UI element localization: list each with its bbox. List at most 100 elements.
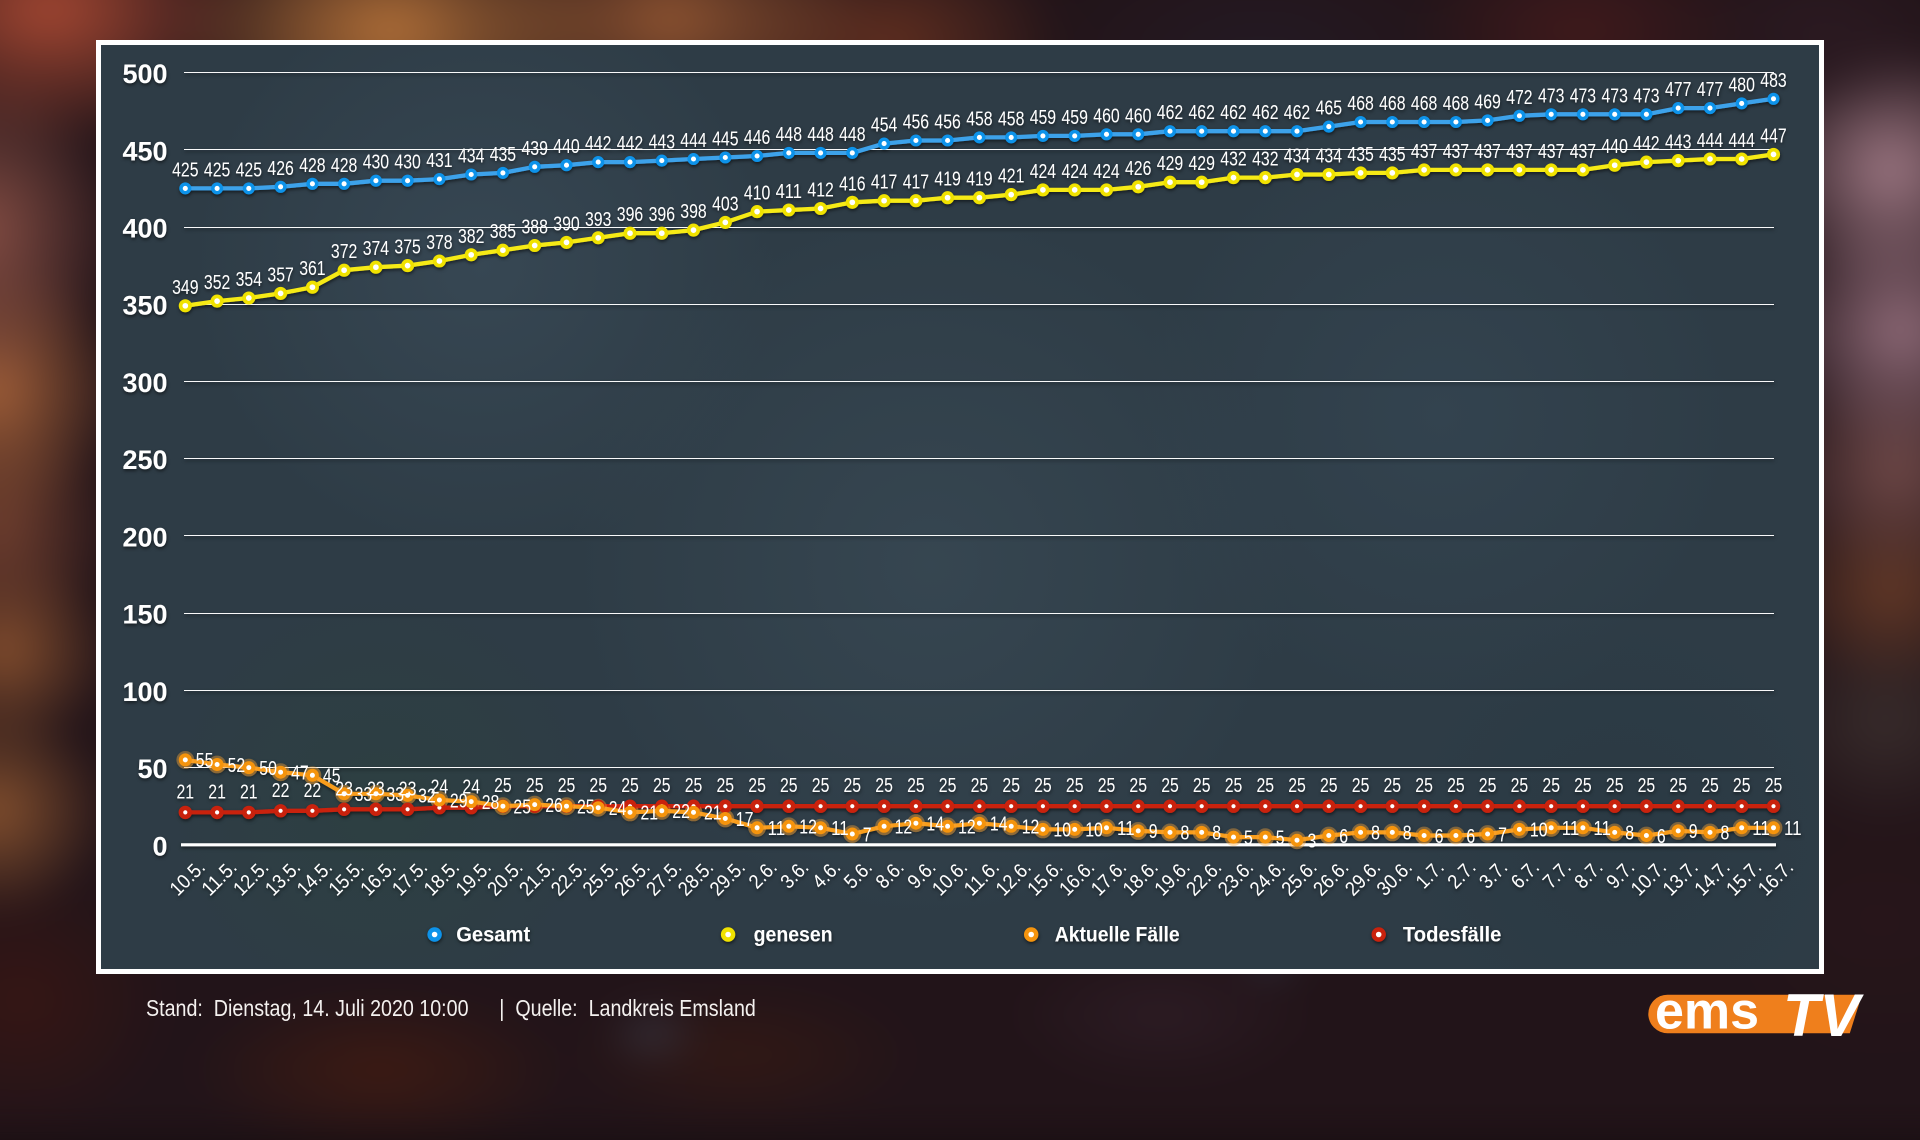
svg-text:434: 434 [458, 146, 484, 168]
svg-text:25: 25 [1701, 775, 1719, 797]
svg-text:417: 417 [903, 172, 929, 194]
svg-text:11: 11 [831, 818, 849, 840]
svg-text:8.7.: 8.7. [1571, 856, 1608, 893]
svg-text:416: 416 [839, 173, 865, 195]
svg-text:33: 33 [386, 784, 404, 806]
svg-text:52: 52 [228, 755, 246, 777]
svg-text:14: 14 [990, 814, 1008, 836]
svg-text:45: 45 [323, 766, 341, 788]
svg-text:21: 21 [240, 781, 258, 803]
svg-text:100: 100 [122, 677, 167, 707]
svg-text:3: 3 [1308, 831, 1317, 853]
svg-text:7: 7 [1498, 824, 1507, 846]
svg-text:25: 25 [1606, 775, 1624, 797]
svg-text:47: 47 [291, 763, 309, 785]
svg-text:Todesfälle: Todesfälle [1403, 924, 1502, 947]
svg-text:25: 25 [1225, 775, 1243, 797]
svg-text:25: 25 [1574, 775, 1592, 797]
svg-text:25: 25 [1257, 775, 1275, 797]
svg-text:398: 398 [680, 201, 706, 223]
svg-text:25: 25 [526, 775, 544, 797]
svg-text:25: 25 [748, 775, 766, 797]
svg-text:450: 450 [122, 136, 167, 166]
svg-text:350: 350 [122, 291, 167, 321]
svg-text:396: 396 [617, 204, 643, 226]
svg-text:25: 25 [1034, 775, 1052, 797]
svg-text:11: 11 [1784, 818, 1802, 840]
svg-text:442: 442 [617, 133, 643, 155]
svg-text:22: 22 [672, 801, 690, 823]
svg-text:430: 430 [363, 152, 389, 174]
svg-text:30.6.: 30.6. [1373, 856, 1417, 900]
svg-text:400: 400 [122, 214, 167, 244]
svg-text:8: 8 [1721, 823, 1730, 845]
svg-text:28: 28 [482, 792, 500, 814]
svg-text:8.6.: 8.6. [872, 856, 909, 893]
svg-text:55: 55 [196, 750, 214, 772]
svg-text:388: 388 [522, 217, 548, 239]
svg-text:14: 14 [926, 814, 944, 836]
svg-text:5: 5 [1244, 827, 1253, 849]
svg-text:448: 448 [839, 124, 865, 146]
svg-text:2.6.: 2.6. [745, 856, 782, 893]
svg-text:29: 29 [450, 790, 468, 812]
svg-text:25: 25 [780, 775, 798, 797]
svg-text:10: 10 [1085, 820, 1103, 842]
svg-text:352: 352 [204, 272, 230, 294]
svg-text:424: 424 [1030, 161, 1056, 183]
svg-text:11: 11 [1117, 818, 1135, 840]
svg-text:468: 468 [1347, 93, 1373, 115]
svg-text:0: 0 [152, 831, 167, 861]
svg-text:468: 468 [1379, 93, 1405, 115]
svg-text:25: 25 [1479, 775, 1497, 797]
svg-text:21: 21 [641, 803, 659, 825]
svg-text:460: 460 [1125, 105, 1151, 127]
svg-text:8: 8 [1371, 823, 1380, 845]
svg-text:26: 26 [545, 795, 563, 817]
svg-text:10: 10 [1053, 820, 1071, 842]
svg-text:483: 483 [1760, 70, 1786, 92]
svg-text:25: 25 [577, 797, 595, 819]
svg-text:437: 437 [1411, 141, 1437, 163]
svg-text:456: 456 [903, 112, 929, 134]
svg-text:8: 8 [1212, 823, 1221, 845]
svg-text:25: 25 [1129, 775, 1147, 797]
svg-text:16.7.: 16.7. [1754, 856, 1798, 900]
svg-text:472: 472 [1506, 87, 1532, 109]
svg-text:375: 375 [394, 237, 420, 259]
svg-text:11: 11 [768, 818, 786, 840]
svg-text:25: 25 [1669, 775, 1687, 797]
svg-text:23: 23 [367, 778, 385, 800]
svg-text:5.6.: 5.6. [840, 856, 877, 893]
svg-text:300: 300 [122, 368, 167, 398]
svg-text:425: 425 [172, 159, 198, 181]
svg-text:25: 25 [875, 775, 893, 797]
svg-text:25: 25 [971, 775, 989, 797]
svg-text:ems: ems [1655, 983, 1759, 1041]
svg-text:477: 477 [1697, 79, 1723, 101]
svg-text:21: 21 [177, 781, 195, 803]
svg-text:459: 459 [1062, 107, 1088, 129]
svg-text:468: 468 [1411, 93, 1437, 115]
svg-text:25: 25 [907, 775, 925, 797]
svg-text:genesen: genesen [754, 924, 833, 947]
svg-text:24: 24 [609, 798, 627, 820]
svg-text:460: 460 [1093, 105, 1119, 127]
svg-text:TV: TV [1783, 982, 1865, 1049]
svg-text:11: 11 [1752, 818, 1770, 840]
svg-text:374: 374 [363, 238, 389, 260]
svg-text:Aktuelle Fälle: Aktuelle Fälle [1055, 924, 1180, 947]
svg-text:1.7.: 1.7. [1412, 856, 1449, 893]
svg-text:33: 33 [355, 784, 373, 806]
svg-text:349: 349 [172, 277, 198, 299]
svg-text:6: 6 [1657, 826, 1666, 848]
svg-text:445: 445 [712, 129, 738, 151]
svg-text:432: 432 [1220, 149, 1246, 171]
svg-text:361: 361 [299, 258, 325, 280]
svg-text:417: 417 [871, 172, 897, 194]
svg-text:435: 435 [1379, 144, 1405, 166]
svg-text:437: 437 [1538, 141, 1564, 163]
svg-text:24: 24 [431, 777, 449, 799]
svg-text:11: 11 [1593, 818, 1611, 840]
svg-text:25: 25 [1447, 775, 1465, 797]
